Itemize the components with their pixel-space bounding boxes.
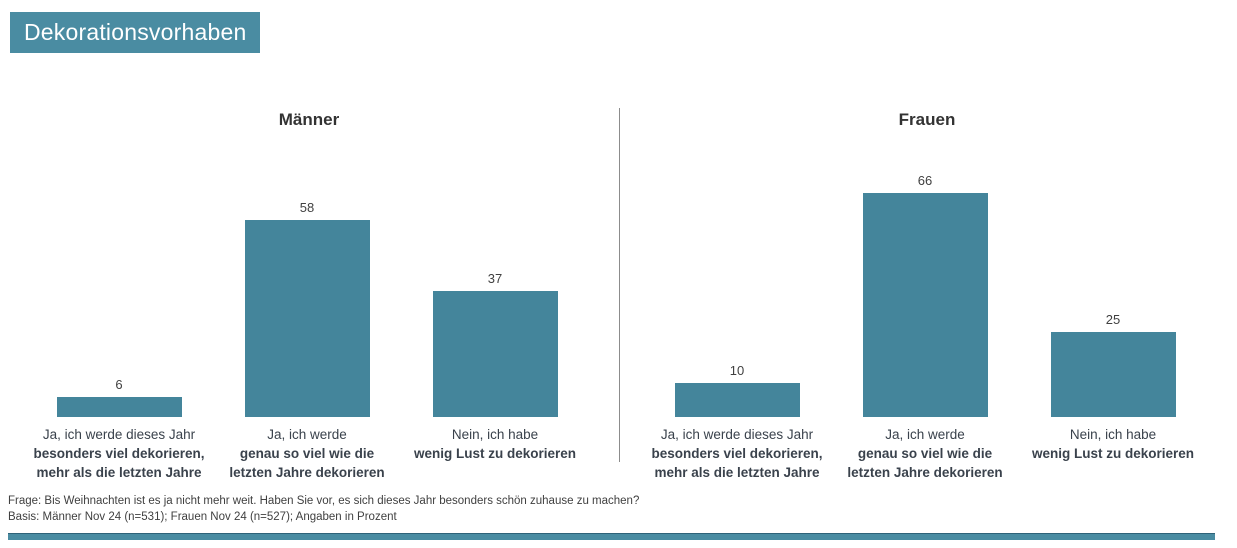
category-label-line: wenig Lust zu dekorieren bbox=[413, 446, 577, 461]
category-label-line: letzten Jahre dekorieren bbox=[847, 465, 1003, 480]
bar bbox=[244, 220, 370, 417]
group-headers: Männer Frauen bbox=[0, 110, 1237, 130]
bar-column: 66 Ja, ich werde genau so viel wie die letz… bbox=[831, 130, 1019, 482]
category-label-line: Ja, ich werde bbox=[267, 427, 347, 442]
bar-group-0: 6 Ja, ich werde dieses Jahr besonders viel… bbox=[0, 130, 618, 482]
footnote-basis: Basis: Männer Nov 24 (n=531); Frauen Nov… bbox=[8, 510, 397, 523]
category-label: Nein, ich habe wenig Lust zu dekorieren bbox=[1032, 425, 1194, 463]
category-label-line: wenig Lust zu dekorieren bbox=[1031, 446, 1195, 461]
category-label-line: Ja, ich werde bbox=[885, 427, 965, 442]
bar bbox=[674, 383, 800, 417]
bar-zone: 66 bbox=[831, 130, 1019, 417]
footnote: Frage: Bis Weihnachten ist es ja nicht m… bbox=[8, 494, 639, 525]
plot-row: 6 Ja, ich werde dieses Jahr besonders viel… bbox=[0, 130, 1237, 482]
category-label-line: mehr als die letzten Jahre bbox=[36, 465, 202, 480]
category-label-line: besonders viel dekorieren, bbox=[651, 446, 823, 461]
category-label-line: Nein, ich habe bbox=[1069, 427, 1157, 442]
bottom-accent-rule bbox=[8, 533, 1215, 540]
bar-zone: 10 bbox=[643, 130, 831, 417]
bar bbox=[56, 397, 182, 417]
category-label: Ja, ich werde dieses Jahr besonders viel … bbox=[33, 425, 204, 482]
category-label-line: Ja, ich werde dieses Jahr bbox=[42, 427, 196, 442]
category-label-line: mehr als die letzten Jahre bbox=[654, 465, 820, 480]
bar-value-label: 37 bbox=[487, 271, 503, 286]
group-header-0: Männer bbox=[278, 110, 340, 129]
bar-zone: 37 bbox=[401, 130, 589, 417]
bar-group-1: 10 Ja, ich werde dieses Jahr besonders vie… bbox=[618, 130, 1236, 482]
bar bbox=[1050, 332, 1176, 417]
bar-zone: 6 bbox=[25, 130, 213, 417]
bar bbox=[432, 291, 558, 417]
bar-value-label: 25 bbox=[1105, 312, 1121, 327]
category-label-line: genau so viel wie die bbox=[239, 446, 375, 461]
group-divider-line bbox=[619, 108, 620, 462]
bar-value-label: 58 bbox=[299, 200, 315, 215]
category-label: Ja, ich werde dieses Jahr besonders viel … bbox=[651, 425, 822, 482]
category-label-line: besonders viel dekorieren, bbox=[33, 446, 205, 461]
category-label: Ja, ich werde genau so viel wie die letzte… bbox=[229, 425, 384, 482]
bar-value-label: 6 bbox=[115, 377, 123, 392]
bar-zone: 58 bbox=[213, 130, 401, 417]
category-label: Nein, ich habe wenig Lust zu dekorieren bbox=[414, 425, 576, 463]
bar-zone: 25 bbox=[1019, 130, 1207, 417]
group-header-1: Frauen bbox=[898, 110, 956, 129]
category-label-line: Nein, ich habe bbox=[451, 427, 539, 442]
bar-value-label: 10 bbox=[729, 363, 745, 378]
bar-column: 25 Nein, ich habe wenig Lust zu dekorieren bbox=[1019, 130, 1207, 482]
category-label-line: Ja, ich werde dieses Jahr bbox=[660, 427, 814, 442]
bar-value-label: 66 bbox=[917, 173, 933, 188]
category-label-line: genau so viel wie die bbox=[857, 446, 993, 461]
bar-column: 37 Nein, ich habe wenig Lust zu dekorieren bbox=[401, 130, 589, 482]
bar-column: 58 Ja, ich werde genau so viel wie die letz… bbox=[213, 130, 401, 482]
category-label: Ja, ich werde genau so viel wie die letzte… bbox=[847, 425, 1002, 482]
bar-column: 6 Ja, ich werde dieses Jahr besonders viel… bbox=[25, 130, 213, 482]
footnote-question: Frage: Bis Weihnachten ist es ja nicht m… bbox=[8, 495, 640, 507]
bar bbox=[862, 193, 988, 417]
chart-title: Dekorationsvorhaben bbox=[10, 12, 261, 53]
category-label-line: letzten Jahre dekorieren bbox=[229, 465, 385, 480]
bar-column: 10 Ja, ich werde dieses Jahr besonders vie… bbox=[643, 130, 831, 482]
